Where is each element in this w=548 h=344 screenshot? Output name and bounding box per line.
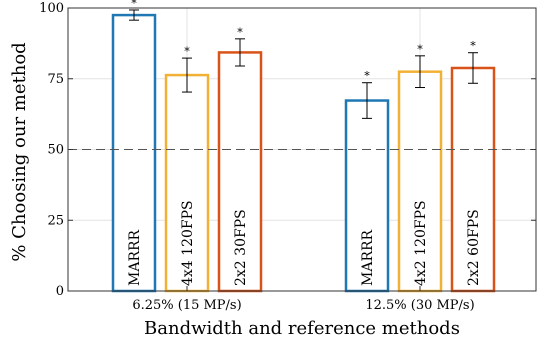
- y-tick-label: 50: [47, 143, 64, 158]
- x-tick-label: 6.25% (15 MP/s): [132, 298, 241, 313]
- y-tick-label: 100: [39, 1, 64, 16]
- y-tick-label: 0: [56, 284, 64, 299]
- significance-marker: *: [364, 70, 370, 83]
- bar-label: 4x4 120FPS: [180, 200, 196, 286]
- significance-marker: *: [417, 43, 423, 56]
- significance-marker: *: [184, 45, 190, 58]
- bar-label: 4x2 120FPS: [413, 200, 429, 286]
- y-ticks: 0 25 50 75 100: [39, 1, 536, 299]
- bar: [450, 66, 496, 293]
- y-tick-label: 75: [47, 72, 64, 87]
- error-bars: * * * * * *: [129, 0, 478, 119]
- significance-marker: *: [470, 40, 476, 53]
- y-axis-label: % Choosing our method: [9, 42, 30, 261]
- bar: [164, 73, 210, 293]
- bar: [397, 70, 443, 293]
- bars: MARRR 4x4 120FPS 2x2 30FPS MARRR 4x2 120FPS 2…: [111, 13, 496, 293]
- x-axis-label: Bandwidth and reference methods: [144, 318, 460, 339]
- y-tick-label: 25: [47, 213, 64, 228]
- bar: [217, 51, 263, 293]
- significance-marker: *: [237, 26, 243, 39]
- x-tick-label: 12.5% (30 MP/s): [365, 298, 474, 313]
- bar-label: MARRR: [127, 229, 143, 286]
- bar-label: 2x2 30FPS: [233, 209, 249, 286]
- bar-label: MARRR: [360, 229, 376, 286]
- bar-label: 2x2 60FPS: [466, 209, 482, 286]
- significance-marker: *: [131, 0, 137, 10]
- x-ticks: 6.25% (15 MP/s) 12.5% (30 MP/s): [132, 286, 475, 313]
